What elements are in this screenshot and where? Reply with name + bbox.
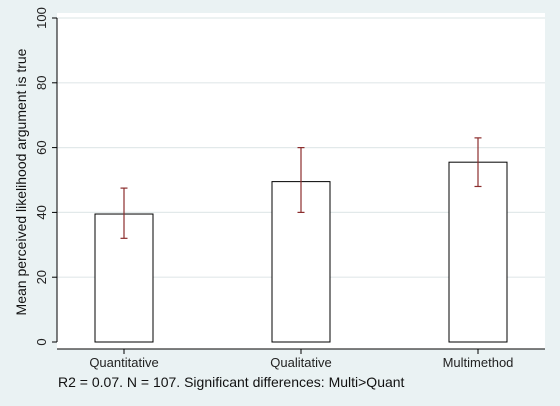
x-tick-label: Quantitative — [89, 355, 158, 370]
x-tick-label: Multimethod — [443, 355, 514, 370]
y-tick-label: 80 — [34, 76, 49, 90]
y-tick-label: 0 — [34, 338, 49, 345]
y-tick-label: 60 — [34, 140, 49, 154]
y-tick-label: 100 — [34, 7, 49, 29]
y-tick-label: 20 — [34, 270, 49, 284]
x-tick-label: Qualitative — [270, 355, 331, 370]
y-axis-title: Mean perceived likelihood argument is tr… — [13, 48, 29, 315]
chart-note: R2 = 0.07. N = 107. Significant differen… — [58, 374, 405, 390]
axes: 0 20 40 60 80 100 Quantitative Qualitative Multi… — [34, 7, 545, 370]
error-bars — [120, 137, 482, 239]
y-tick-label: 40 — [34, 205, 49, 219]
bar-multimethod — [448, 161, 508, 343]
